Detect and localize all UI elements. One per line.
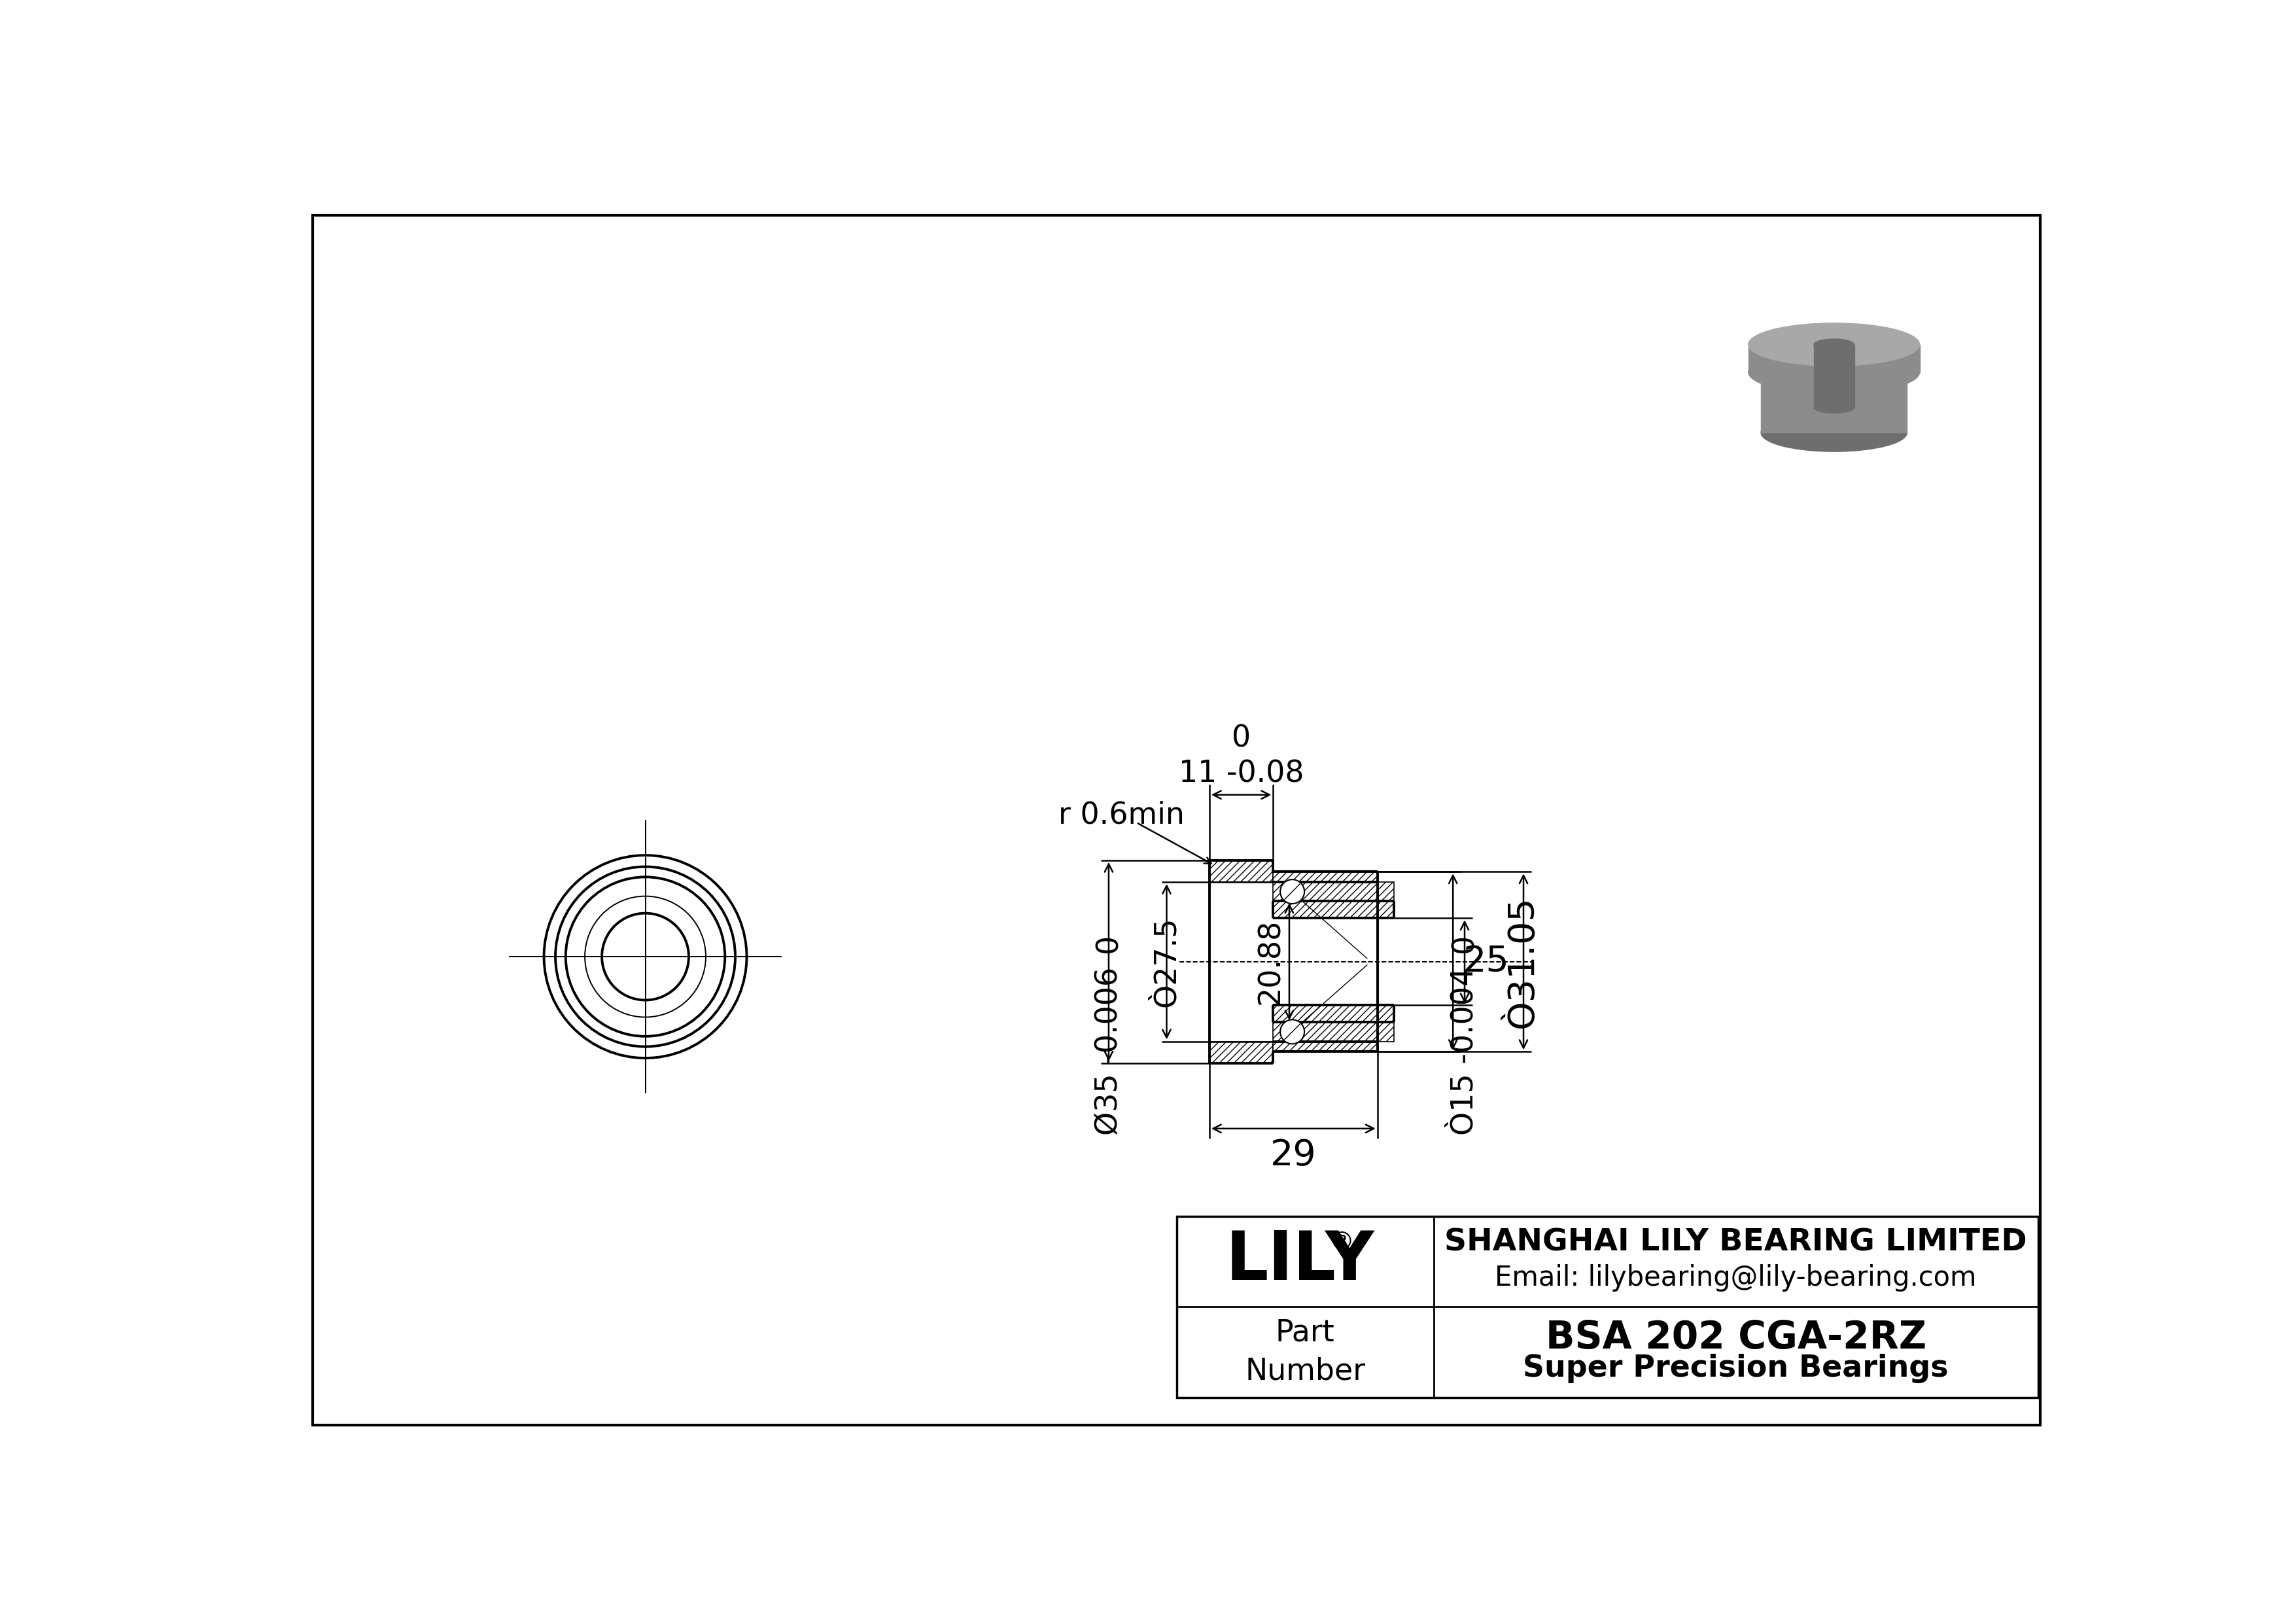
Text: Ò15 -0.004: Ò15 -0.004 [1449,966,1479,1135]
Bar [1274,882,1394,901]
Text: 29: 29 [1270,1138,1316,1173]
Text: Ò27.5: Ò27.5 [1153,916,1182,1007]
Ellipse shape [1761,354,1908,391]
Text: 25: 25 [1463,944,1508,979]
Bar [1210,861,1274,882]
Text: 0: 0 [1231,724,1251,754]
Text: SHANGHAI LILY BEARING LIMITED: SHANGHAI LILY BEARING LIMITED [1444,1228,2027,1257]
Bar [1274,1005,1394,1021]
Circle shape [1281,880,1304,903]
Text: ®: ® [1329,1229,1355,1255]
Bar [1814,344,1855,408]
Bar [1210,1041,1274,1064]
Text: 0: 0 [1093,934,1123,953]
Text: r 0.6min: r 0.6min [1058,801,1185,830]
Bar [1761,372,1908,432]
Bar [1274,872,1378,882]
Bar [1274,1021,1394,1041]
Text: Ø35 -0.006: Ø35 -0.006 [1093,966,1123,1135]
Text: Email: lilybearing@lily-bearing.com: Email: lilybearing@lily-bearing.com [1495,1263,1977,1291]
Ellipse shape [1761,414,1908,451]
Circle shape [1281,1020,1304,1044]
Text: LILY: LILY [1226,1228,1375,1294]
Ellipse shape [1814,403,1855,412]
Bar [1274,1041,1378,1052]
Ellipse shape [1747,351,1919,393]
Text: Super Precision Bearings: Super Precision Bearings [1522,1353,1949,1384]
Bar [1274,901,1394,918]
Text: 11 -0.08: 11 -0.08 [1178,760,1304,789]
Text: BSA 202 CGA-2RZ: BSA 202 CGA-2RZ [1545,1319,1926,1356]
Bar [1747,344,1919,372]
Ellipse shape [1814,339,1855,351]
Text: Part
Number: Part Number [1244,1319,1366,1387]
Ellipse shape [1747,323,1919,365]
Text: 0: 0 [1449,934,1479,953]
Text: Ò31.05: Ò31.05 [1506,895,1541,1028]
Text: 20.88: 20.88 [1256,919,1286,1005]
Bar [1176,1216,2039,1398]
